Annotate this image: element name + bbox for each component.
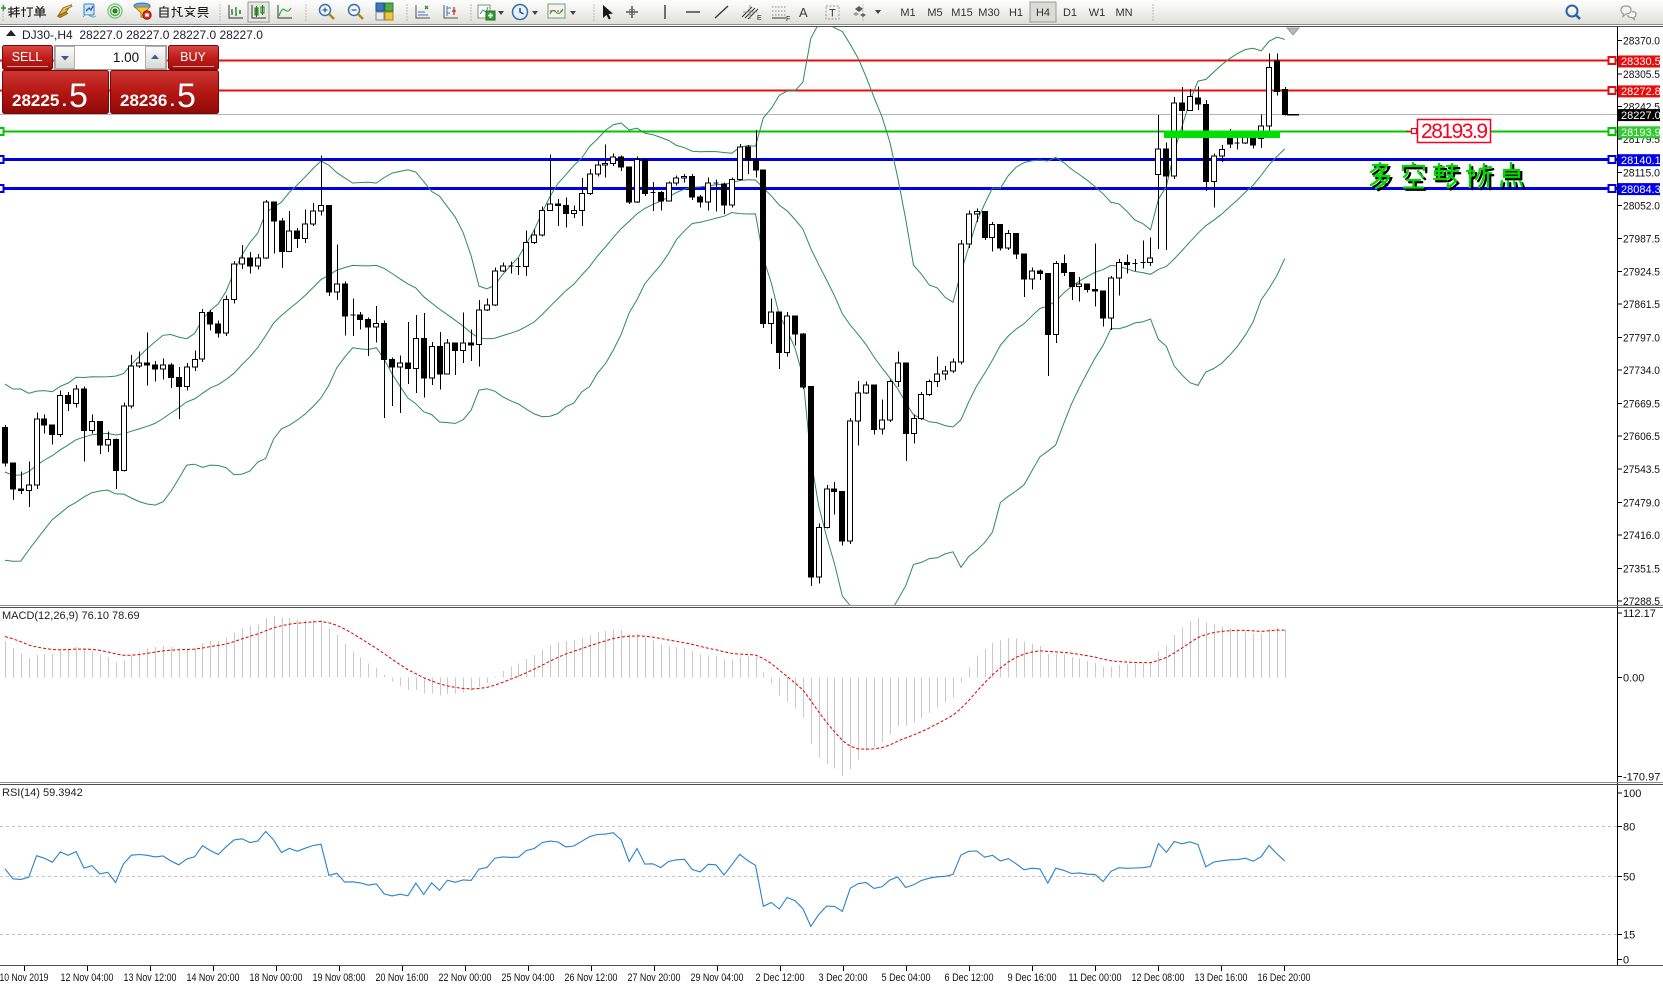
- svg-text:12 Nov 04:00: 12 Nov 04:00: [61, 972, 114, 984]
- svg-text:13 Nov 12:00: 13 Nov 12:00: [124, 972, 177, 984]
- svg-text:25 Nov 04:00: 25 Nov 04:00: [502, 972, 555, 984]
- svg-text:W1: W1: [1089, 7, 1106, 19]
- svg-text:18 Nov 00:00: 18 Nov 00:00: [250, 972, 303, 984]
- svg-text:1.00: 1.00: [113, 50, 139, 65]
- svg-text:M1: M1: [900, 7, 915, 19]
- svg-text:27797.0: 27797.0: [1623, 333, 1660, 345]
- svg-text:50: 50: [1623, 871, 1635, 883]
- svg-text:MN: MN: [1115, 7, 1132, 19]
- svg-text:27288.5: 27288.5: [1623, 596, 1660, 608]
- svg-text:F: F: [786, 16, 790, 23]
- svg-text:26 Nov 12:00: 26 Nov 12:00: [565, 972, 618, 984]
- svg-text:27479.0: 27479.0: [1623, 497, 1660, 509]
- svg-text:28140.1: 28140.1: [1621, 155, 1661, 167]
- svg-text:2 Dec 12:00: 2 Dec 12:00: [756, 972, 805, 984]
- svg-text:27351.5: 27351.5: [1623, 563, 1660, 575]
- svg-text:-170.97: -170.97: [1623, 772, 1660, 784]
- svg-text:15: 15: [1623, 930, 1635, 942]
- svg-text:M5: M5: [927, 7, 942, 19]
- svg-text:6 Dec 12:00: 6 Dec 12:00: [945, 972, 994, 984]
- svg-text:DJ30-,H4 28227.0 28227.0 2822: DJ30-,H4 28227.0 28227.0 28227.0 28227.0: [22, 28, 263, 42]
- svg-text:28225: 28225: [12, 91, 59, 110]
- svg-text:27669.5: 27669.5: [1623, 399, 1660, 411]
- svg-text:28193.9: 28193.9: [1421, 120, 1488, 143]
- svg-text:D1: D1: [1063, 7, 1077, 19]
- svg-text:H4: H4: [1036, 7, 1050, 19]
- svg-text:28052.0: 28052.0: [1623, 200, 1660, 212]
- svg-text:80: 80: [1623, 821, 1635, 833]
- svg-text:16 Dec 20:00: 16 Dec 20:00: [1258, 972, 1311, 984]
- svg-text:3 Dec 20:00: 3 Dec 20:00: [819, 972, 868, 984]
- svg-text:.: .: [170, 91, 175, 110]
- svg-text:112.17: 112.17: [1623, 608, 1656, 620]
- svg-text:5: 5: [69, 77, 88, 115]
- svg-text:27606.5: 27606.5: [1623, 431, 1660, 443]
- svg-text:22 Nov 00:00: 22 Nov 00:00: [439, 972, 492, 984]
- svg-text:M30: M30: [978, 7, 999, 19]
- svg-text:.: .: [62, 91, 67, 110]
- svg-text:19 Nov 08:00: 19 Nov 08:00: [313, 972, 366, 984]
- svg-text:28272.8: 28272.8: [1621, 86, 1661, 98]
- svg-text:M15: M15: [951, 7, 972, 19]
- svg-text:28370.0: 28370.0: [1623, 36, 1660, 48]
- svg-text:SELL: SELL: [12, 50, 43, 64]
- svg-text:28193.9: 28193.9: [1621, 127, 1661, 139]
- svg-text:13 Dec 16:00: 13 Dec 16:00: [1195, 972, 1248, 984]
- svg-text:27416.0: 27416.0: [1623, 530, 1660, 542]
- svg-text:10 Nov 2019: 10 Nov 2019: [0, 972, 49, 984]
- svg-text:28330.5: 28330.5: [1621, 56, 1661, 68]
- svg-text:27 Nov 20:00: 27 Nov 20:00: [628, 972, 681, 984]
- svg-text:11 Dec 00:00: 11 Dec 00:00: [1069, 972, 1122, 984]
- svg-text:28115.0: 28115.0: [1623, 168, 1660, 180]
- svg-text:28305.5: 28305.5: [1623, 69, 1660, 81]
- svg-text:12 Dec 08:00: 12 Dec 08:00: [1132, 972, 1185, 984]
- svg-text:MACD(12,26,9) 76.10 78.69: MACD(12,26,9) 76.10 78.69: [2, 610, 140, 622]
- svg-text:27987.5: 27987.5: [1623, 234, 1660, 246]
- svg-text:27734.0: 27734.0: [1623, 365, 1660, 377]
- svg-text:H1: H1: [1009, 7, 1023, 19]
- svg-text:T: T: [829, 8, 836, 20]
- svg-text:100: 100: [1623, 788, 1641, 800]
- svg-text:28084.3: 28084.3: [1621, 184, 1661, 196]
- svg-text:E: E: [757, 15, 762, 22]
- svg-text:0: 0: [1623, 955, 1629, 967]
- svg-text:5: 5: [177, 77, 196, 115]
- svg-text:27543.5: 27543.5: [1623, 464, 1660, 476]
- svg-text:28236: 28236: [120, 91, 167, 110]
- svg-text:A: A: [799, 5, 808, 20]
- svg-text:RSI(14) 59.3942: RSI(14) 59.3942: [2, 787, 83, 799]
- svg-text:0.00: 0.00: [1623, 673, 1644, 685]
- svg-text:5 Dec 04:00: 5 Dec 04:00: [882, 972, 931, 984]
- svg-text:27861.5: 27861.5: [1623, 299, 1660, 311]
- svg-text:20 Nov 16:00: 20 Nov 16:00: [376, 972, 429, 984]
- svg-text:BUY: BUY: [180, 50, 206, 64]
- svg-text:29 Nov 04:00: 29 Nov 04:00: [691, 972, 744, 984]
- svg-text:9 Dec 16:00: 9 Dec 16:00: [1008, 972, 1057, 984]
- svg-text:14 Nov 20:00: 14 Nov 20:00: [187, 972, 240, 984]
- svg-text:28227.0: 28227.0: [1621, 110, 1661, 122]
- svg-text:27924.5: 27924.5: [1623, 266, 1660, 278]
